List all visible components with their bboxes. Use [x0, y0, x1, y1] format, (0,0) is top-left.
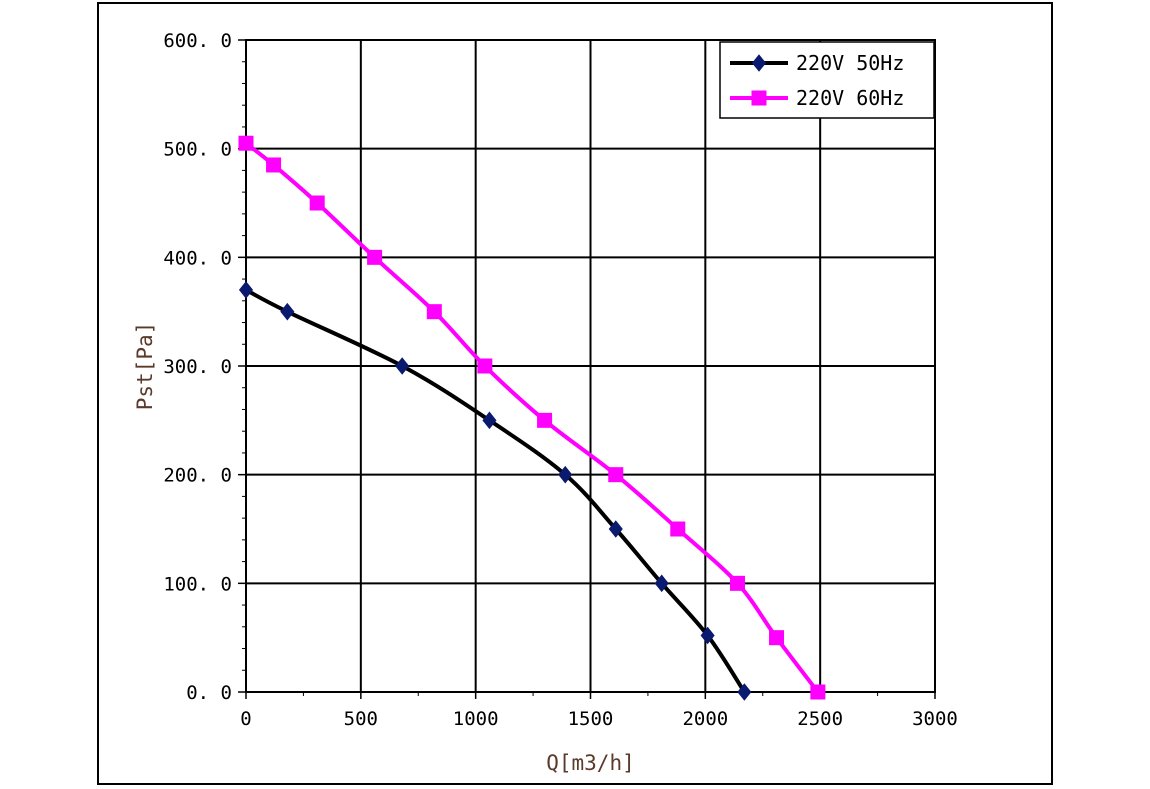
data-point	[737, 683, 752, 701]
data-point	[395, 357, 410, 375]
y-axis-title: Pst[Pa]	[133, 322, 157, 411]
y-tick-label: 0. 0	[186, 682, 232, 704]
grid	[246, 40, 935, 692]
y-tick-label: 300. 0	[163, 356, 232, 378]
x-tick-label: 3000	[912, 708, 958, 730]
plot-border	[245, 39, 936, 693]
data-point	[608, 520, 623, 538]
data-point	[309, 195, 325, 211]
series-1	[238, 281, 752, 701]
legend: 220V 50Hz 220V 60Hz	[719, 41, 935, 119]
x-tick-label: 2000	[682, 708, 728, 730]
data-point	[700, 626, 715, 645]
series-line	[244, 141, 820, 694]
series-2	[238, 135, 826, 700]
data-point	[280, 302, 295, 321]
y-tick-label: 200. 0	[163, 465, 232, 487]
data-point	[367, 249, 383, 265]
data-point	[558, 465, 573, 484]
data-point	[426, 304, 442, 320]
data-point	[608, 467, 624, 483]
data-point	[670, 521, 686, 537]
data-point	[266, 157, 282, 173]
data-point	[769, 630, 785, 646]
legend-item-2: 220V 60Hz	[730, 86, 904, 110]
y-tick-label: 500. 0	[163, 139, 232, 161]
data-point	[810, 684, 826, 700]
y-tick-labels: 0. 0 100. 0 200. 0 300. 0 400. 0 500. 0 600. 0	[163, 30, 232, 704]
x-tick-label: 1000	[453, 708, 499, 730]
x-tick-label: 0	[240, 708, 251, 730]
legend-marker	[751, 54, 767, 72]
data-point	[477, 358, 493, 374]
legend-label: 220V 60Hz	[796, 86, 904, 110]
data-point	[238, 281, 254, 299]
y-tick-label: 600. 0	[163, 30, 232, 52]
data-point	[482, 411, 497, 430]
data-point	[654, 574, 669, 593]
series-line	[245, 288, 747, 694]
x-tick-label: 1500	[568, 708, 614, 730]
x-tick-label: 500	[344, 708, 378, 730]
chart-frame	[97, 2, 1053, 785]
x-axis-title: Q[m3/h]	[546, 751, 635, 775]
x-tick-label: 2500	[797, 708, 843, 730]
x-tick-labels: 0 500 1000 1500 2000 2500 3000	[240, 708, 958, 730]
legend-marker	[751, 90, 767, 106]
y-tick-label: 100. 0	[163, 573, 232, 595]
y-tick-label: 400. 0	[163, 247, 232, 269]
minor-ticks	[238, 39, 936, 699]
data-point	[537, 412, 553, 428]
data-point	[729, 575, 745, 591]
legend-label: 220V 50Hz	[796, 51, 904, 75]
data-point	[238, 135, 254, 151]
legend-item-1: 220V 50Hz	[730, 51, 904, 75]
series-layer	[238, 135, 826, 701]
